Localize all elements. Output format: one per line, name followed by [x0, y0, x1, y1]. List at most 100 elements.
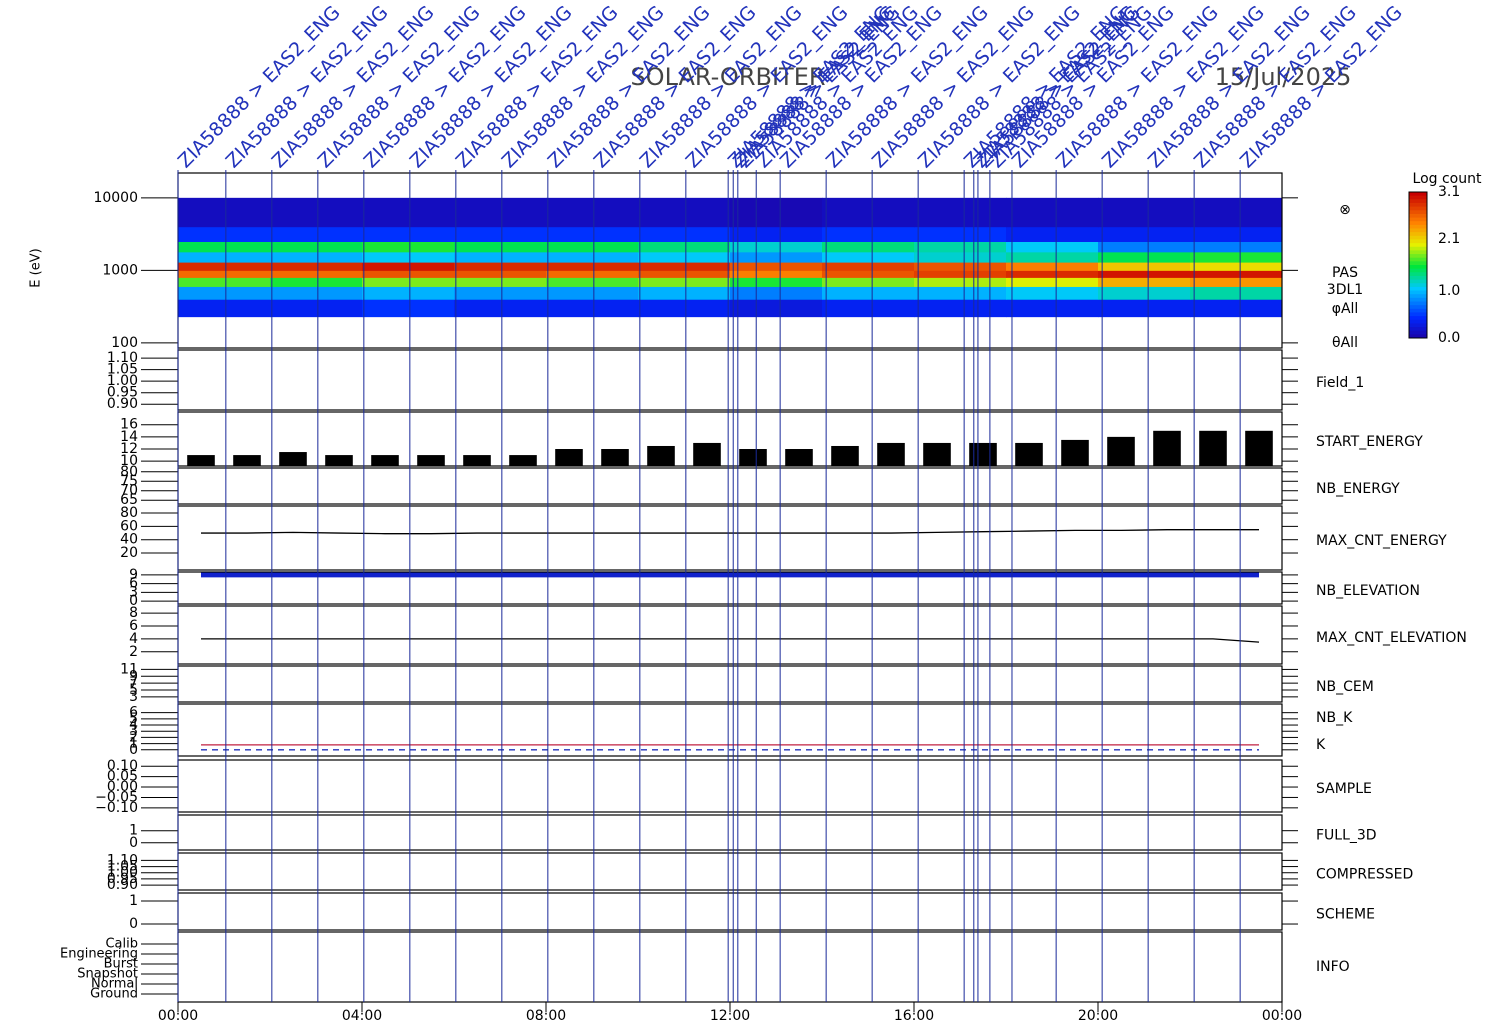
heatmap-cell	[1006, 226, 1099, 242]
panel-label: K	[1316, 737, 1326, 753]
heatmap-cell	[638, 226, 731, 242]
heatmap-cell	[1190, 262, 1283, 271]
heatmap-cell	[546, 299, 639, 318]
heatmap-cell	[1190, 197, 1283, 228]
y-tick-label: Calib	[105, 937, 138, 952]
chart-title: SOLAR-ORBITER	[630, 63, 825, 91]
x-tick-label: 04:00	[342, 1008, 382, 1020]
heatmap-cell	[1006, 299, 1099, 318]
y-tick-label: 6	[129, 618, 138, 634]
heatmap-cell	[454, 286, 547, 300]
heatmap-cell	[914, 241, 1007, 253]
y-tick-label: 9	[129, 668, 138, 684]
heatmap-cell	[822, 241, 915, 253]
panel-label: NB_ENERGY	[1316, 481, 1400, 497]
heatmap-cell	[1006, 270, 1099, 278]
heatmap-cell	[362, 197, 455, 228]
colorbar-segment	[1409, 239, 1427, 244]
y-tick-label: 40	[120, 532, 138, 548]
bar	[693, 442, 721, 466]
y-tick-label: 1.10	[107, 852, 138, 868]
colorbar-segment	[1409, 206, 1427, 211]
heatmap-cell	[454, 262, 547, 271]
colorbar-segment	[1409, 217, 1427, 222]
heatmap-cell	[362, 277, 455, 287]
heatmap-cell	[454, 251, 547, 263]
y-tick-label: 0.05	[107, 769, 138, 785]
heatmap-cell	[914, 226, 1007, 242]
heatmap-cell	[638, 262, 731, 271]
heatmap-cell	[730, 226, 823, 242]
colorbar-segment	[1409, 246, 1427, 251]
heatmap-cell	[822, 299, 915, 318]
bar	[187, 455, 215, 466]
y-tick-label: 1	[129, 893, 138, 909]
heatmap-cell	[1190, 251, 1283, 263]
y-tick-label: −0.05	[95, 789, 138, 805]
panel-label: SCHEME	[1316, 907, 1375, 923]
y-tick-label: 75	[120, 473, 138, 489]
colorbar-segment	[1409, 316, 1427, 321]
colorbar-segment	[1409, 228, 1427, 233]
panel-frame	[177, 605, 1283, 665]
side-label: θAll	[1332, 335, 1358, 351]
heatmap-cell	[546, 251, 639, 263]
colorbar-tick-label: 1.0	[1438, 283, 1460, 299]
bar	[417, 455, 445, 466]
heatmap-cell	[1098, 197, 1191, 228]
heatmap-cell	[546, 277, 639, 287]
heatmap-cell	[822, 277, 915, 287]
heatmap-cell	[178, 277, 271, 287]
heatmap-cell	[546, 241, 639, 253]
heatmap-cell	[362, 270, 455, 278]
heatmap-cell	[914, 277, 1007, 287]
colorbar-segment	[1409, 265, 1427, 270]
heatmap-cell	[1006, 241, 1099, 253]
y-tick-label: Normal	[91, 977, 138, 992]
y-tick-label: 10000	[93, 190, 138, 206]
x-tick-label: 08:00	[526, 1008, 566, 1020]
heatmap-cell	[362, 299, 455, 318]
bar	[923, 442, 951, 466]
heatmap-cell	[638, 197, 731, 228]
y-tick-label: 4	[129, 631, 138, 647]
y-tick-label: Burst	[104, 957, 138, 972]
heatmap-cell	[1006, 197, 1099, 228]
heatmap-cell	[1098, 226, 1191, 242]
side-label: PAS	[1332, 265, 1358, 281]
bar	[509, 455, 537, 466]
colorbar-segment	[1409, 275, 1427, 281]
panel-label: INFO	[1316, 959, 1350, 975]
y-tick-label: Snapshot	[77, 967, 138, 982]
y-tick-label: 5	[129, 711, 138, 727]
heatmap-cell	[178, 299, 271, 318]
heatmap-cell	[638, 270, 731, 278]
heatmap-cell	[1098, 241, 1191, 253]
panel-label: MAX_CNT_ENERGY	[1316, 533, 1447, 549]
y-tick-label: 1000	[102, 262, 138, 278]
heatmap-cell	[270, 241, 363, 253]
colorbar-segment	[1409, 199, 1427, 204]
heatmap-cell	[638, 277, 731, 287]
y-tick-label: Ground	[90, 987, 138, 1002]
y-tick-label: 4	[129, 717, 138, 733]
y-tick-label: 65	[120, 492, 138, 508]
y-tick-label: 0.90	[107, 877, 138, 893]
bar	[877, 442, 905, 466]
heatmap-cell	[454, 226, 547, 242]
colorbar-segment	[1409, 192, 1427, 197]
heatmap-cell	[270, 197, 363, 228]
chart-date: 15/Jul/2025	[1215, 63, 1352, 91]
heatmap-cell	[914, 251, 1007, 263]
y-axis-label: E (eV)	[29, 248, 44, 287]
heatmap-cell	[638, 299, 731, 318]
x-tick-label: 00:00	[1262, 1008, 1302, 1020]
heatmap-cell	[1006, 277, 1099, 287]
y-tick-label: 0	[129, 742, 138, 758]
bar	[601, 449, 629, 466]
heatmap-cell	[638, 286, 731, 300]
panel-frame	[177, 467, 1283, 505]
bar	[1061, 439, 1089, 466]
panel-label: Field_1	[1316, 375, 1364, 391]
